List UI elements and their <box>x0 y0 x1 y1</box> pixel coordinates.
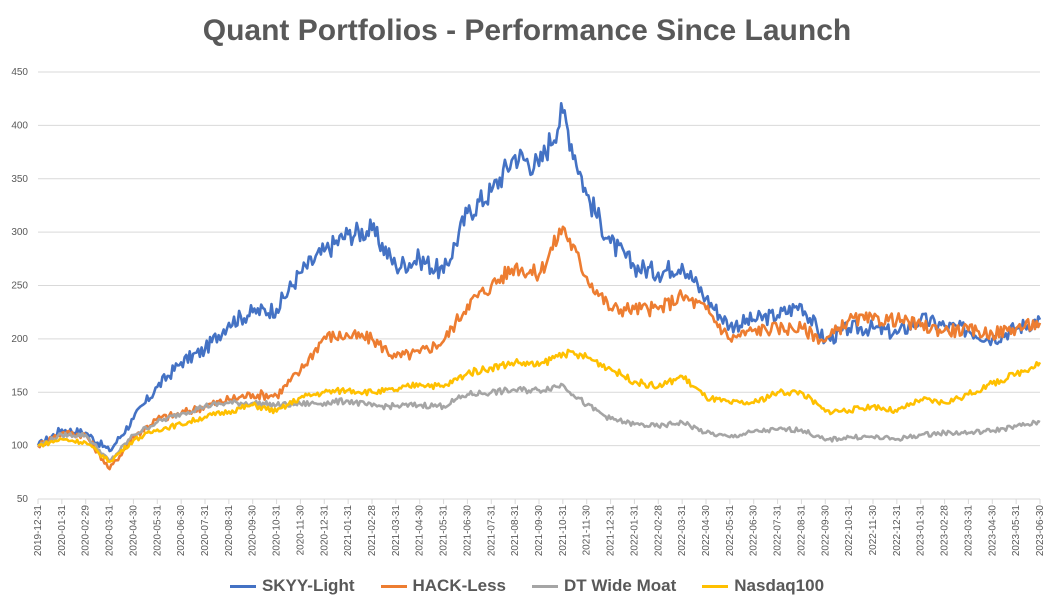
x-tick-label: 2021-12-31 <box>606 505 617 557</box>
legend-swatch <box>229 584 256 588</box>
x-tick-label: 2022-01-31 <box>629 505 640 557</box>
legend-label: DT Wide Moat <box>564 576 677 595</box>
legend-item-skyy-light: SKYY-Light <box>229 576 355 596</box>
x-tick-label: 2021-08-31 <box>510 505 521 557</box>
gridlines <box>38 71 1040 500</box>
x-tick-label: 2021-01-31 <box>343 505 354 557</box>
x-tick-label: 2020-04-30 <box>128 505 139 557</box>
x-tick-label: 2022-12-31 <box>892 505 903 557</box>
x-tick-label: 2023-02-28 <box>940 505 951 557</box>
legend-swatch <box>702 584 729 588</box>
legend-swatch <box>532 584 559 588</box>
x-tick-label: 2021-03-31 <box>391 505 402 557</box>
y-tick-label: 400 <box>11 120 28 131</box>
y-tick-label: 450 <box>11 67 28 78</box>
x-tick-label: 2020-12-31 <box>319 505 330 557</box>
x-tick-label: 2022-07-31 <box>773 505 784 557</box>
x-tick-label: 2022-10-31 <box>844 505 855 557</box>
y-tick-label: 350 <box>11 174 28 185</box>
x-tick-label: 2022-06-30 <box>749 505 760 557</box>
legend-swatch <box>380 584 407 588</box>
legend-item-nasdaq100: Nasdaq100 <box>702 576 824 596</box>
series-line-skyy-light <box>36 102 1042 453</box>
legend-item-hack-less: HACK-Less <box>380 576 507 596</box>
x-tick-label: 2019-12-31 <box>33 505 44 557</box>
x-tick-label: 2020-06-30 <box>176 505 187 557</box>
x-tick-label: 2020-10-31 <box>272 505 283 557</box>
y-tick-label: 250 <box>11 281 28 292</box>
x-tick-label: 2022-08-31 <box>796 505 807 557</box>
x-tick-label: 2021-10-31 <box>558 505 569 557</box>
x-tick-label: 2022-02-28 <box>653 505 664 557</box>
y-tick-label: 100 <box>11 441 28 452</box>
legend: SKYY-Light HACK-Less DT Wide Moat Nasdaq100 <box>0 576 1054 596</box>
x-tick-label: 2022-09-30 <box>820 505 831 557</box>
chart-title: Quant Portfolios - Performance Since Lau… <box>202 14 852 47</box>
y-tick-label: 150 <box>11 387 28 398</box>
x-tick-label: 2021-11-30 <box>582 505 593 556</box>
x-tick-label: 2020-07-31 <box>200 505 211 557</box>
legend-item-dt-wide-moat: DT Wide Moat <box>532 576 676 596</box>
series-line-hack-less <box>37 225 1042 471</box>
x-tick-label: 2021-09-30 <box>534 505 545 557</box>
x-tick-label: 2022-11-30 <box>868 505 879 556</box>
x-tick-label: 2021-05-31 <box>439 505 450 557</box>
x-tick-label: 2022-04-30 <box>701 505 712 557</box>
x-tick-label: 2020-01-31 <box>57 505 68 557</box>
x-tick-label: 2023-05-31 <box>1011 505 1022 557</box>
x-axis-ticks: 2019-12-31 2020-01-31 2020-02-29 2020-03-31… <box>33 499 1046 556</box>
x-tick-label: 2022-03-31 <box>677 505 688 557</box>
x-tick-label: 2023-03-31 <box>963 505 974 557</box>
x-tick-label: 2021-02-28 <box>367 505 378 557</box>
x-tick-label: 2021-04-30 <box>415 505 426 557</box>
x-tick-label: 2020-02-29 <box>81 505 92 557</box>
series-lines <box>36 102 1042 471</box>
x-tick-label: 2020-03-31 <box>105 505 116 557</box>
x-tick-label: 2020-05-31 <box>152 505 163 557</box>
y-axis-ticks: 50 100 150 200 250 300 350 400 450 <box>11 67 28 505</box>
y-tick-label: 300 <box>11 227 28 238</box>
legend-label: HACK-Less <box>412 576 507 595</box>
y-tick-label: 50 <box>17 494 29 505</box>
x-tick-label: 2023-06-30 <box>1035 505 1046 557</box>
x-tick-label: 2023-01-31 <box>916 505 927 557</box>
series-line-dt-wide-moat <box>37 382 1041 463</box>
x-tick-label: 2023-04-30 <box>987 505 998 557</box>
series-line-nasdaq100 <box>37 348 1042 463</box>
legend-label: Nasdaq100 <box>734 576 825 595</box>
x-tick-label: 2020-09-30 <box>248 505 259 557</box>
legend-label: SKYY-Light <box>261 576 355 595</box>
x-tick-label: 2021-06-30 <box>462 505 473 557</box>
x-tick-label: 2020-11-30 <box>295 505 306 556</box>
x-tick-label: 2020-08-31 <box>224 505 235 557</box>
x-tick-label: 2021-07-31 <box>486 505 497 557</box>
y-tick-label: 200 <box>11 334 28 345</box>
x-tick-label: 2022-05-31 <box>725 505 736 557</box>
